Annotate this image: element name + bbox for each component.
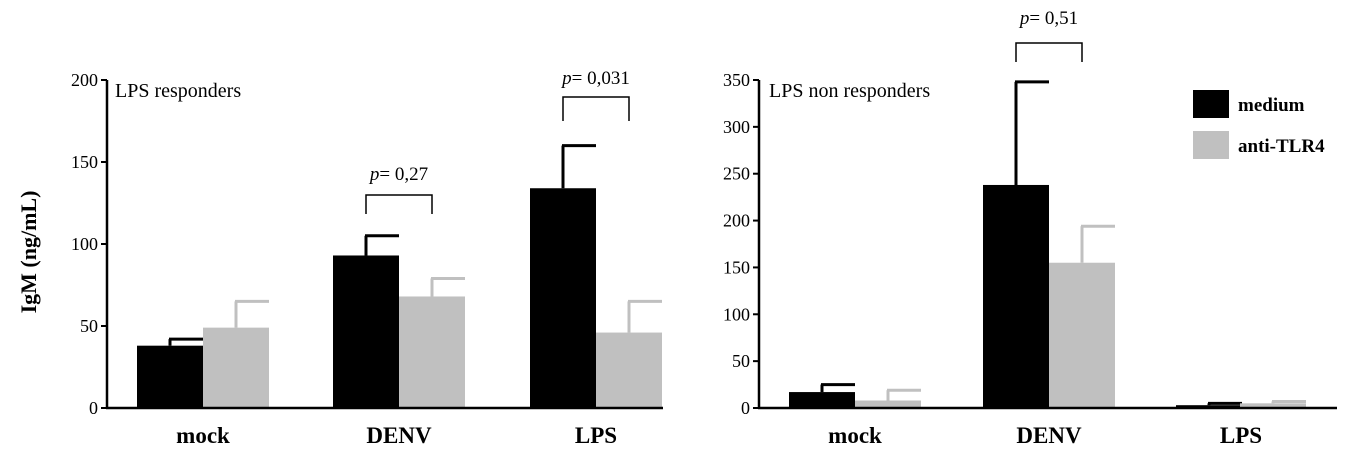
p-value-text: = 0,51 (1029, 8, 1078, 29)
significance-bracket (562, 96, 630, 121)
legend-swatch-anti-tlr4 (1193, 131, 1229, 159)
bar-anti-TLR4-mock (855, 400, 921, 408)
bar-medium-denv (983, 184, 1049, 408)
x-category-label: mock (176, 423, 230, 448)
bar-medium-denv (333, 255, 399, 408)
p-value-label: p= 0,27 (368, 164, 428, 185)
bar-medium-lps (530, 188, 596, 408)
panel-title: LPS responders (115, 80, 241, 102)
y-tick-label: 300 (723, 117, 750, 137)
y-tick-label: 150 (723, 257, 750, 277)
y-tick-label: 50 (732, 351, 750, 371)
y-axis-label: IgM (ng/mL) (16, 191, 41, 314)
bar-anti-TLR4-denv (399, 296, 465, 408)
chart-panel-responders: 0 50 100 150 200 mock DENV LPS LPS responders IgM… (16, 68, 663, 448)
y-tick-label: 0 (89, 398, 98, 418)
p-symbol: p (1018, 8, 1030, 29)
y-tick-label: 50 (80, 316, 98, 336)
y-tick-label: 150 (71, 152, 98, 172)
legend-label-anti-tlr4: anti-TLR4 (1238, 136, 1325, 157)
legend: medium anti-TLR4 (1193, 90, 1325, 159)
y-tick-label: 200 (71, 70, 98, 90)
significance-bracket (365, 194, 433, 214)
p-symbol: p (560, 68, 572, 89)
y-tick-label: 200 (723, 211, 750, 231)
bar-anti-TLR4-mock (203, 327, 269, 408)
y-tick-label: 100 (723, 304, 750, 324)
p-symbol: p (368, 164, 380, 185)
bar-anti-TLR4-lps (596, 332, 662, 408)
legend-swatch-medium (1193, 90, 1229, 118)
y-tick-label: 350 (723, 70, 750, 90)
bar-medium-lps (1176, 405, 1242, 408)
significance-bracket (1015, 42, 1083, 62)
x-category-label: LPS (575, 423, 617, 448)
p-value-label: p= 0,51 (1018, 8, 1078, 29)
x-category-label: DENV (1016, 423, 1082, 448)
chart-panel-non-responders: 0 50 100 150 200 250 300 350 mock DENV LPS LPS non … (723, 8, 1337, 448)
x-category-label: DENV (366, 423, 432, 448)
bar-medium-mock (789, 392, 855, 408)
bar-anti-TLR4-denv (1049, 262, 1115, 408)
p-value-label: p= 0,031 (560, 68, 630, 89)
y-tick-label: 100 (71, 234, 98, 254)
p-value-text: = 0,27 (379, 164, 428, 185)
legend-label-medium: medium (1238, 95, 1305, 116)
p-value-text: = 0,031 (572, 68, 630, 89)
bar-medium-mock (137, 345, 203, 408)
panel-title: LPS non responders (769, 80, 930, 102)
y-tick-label: 250 (723, 164, 750, 184)
x-category-label: LPS (1220, 423, 1262, 448)
bar-anti-TLR4-lps (1240, 403, 1306, 408)
y-tick-label: 0 (741, 398, 750, 418)
x-category-label: mock (828, 423, 882, 448)
